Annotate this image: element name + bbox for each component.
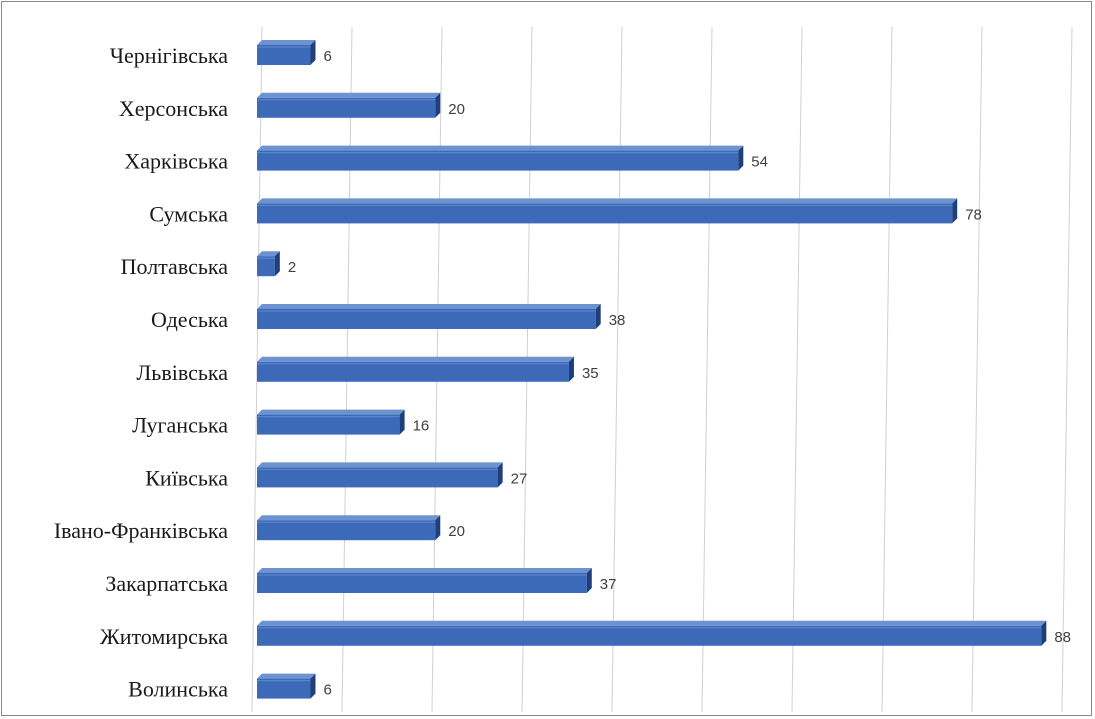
bar-front-face <box>257 414 400 435</box>
bar-side-face <box>310 40 316 65</box>
gridlines <box>251 26 1073 713</box>
gridline <box>611 26 623 713</box>
bar-side-face <box>435 515 441 541</box>
bars <box>257 40 1047 699</box>
bar-side-face <box>274 251 280 277</box>
bar-side-face <box>435 92 441 118</box>
bar-top-face <box>257 673 316 679</box>
bar-side-face <box>595 304 601 329</box>
bar-top-face <box>257 92 441 98</box>
bar-side-face <box>1041 620 1047 646</box>
bar-side-face <box>399 409 405 435</box>
data-label: 27 <box>511 470 528 487</box>
bar <box>257 304 601 329</box>
bar <box>257 356 574 382</box>
data-label: 20 <box>448 101 465 118</box>
bar-top-face <box>257 515 441 521</box>
bar-top-face <box>257 251 280 257</box>
bar-top-face <box>257 356 574 362</box>
category-label: Луганська <box>132 413 228 438</box>
data-label: 78 <box>965 206 982 223</box>
bar <box>257 462 503 488</box>
bar-front-face <box>257 45 311 65</box>
gridline <box>971 26 983 713</box>
category-label: Закарпатська <box>105 571 228 596</box>
data-label: 2 <box>288 259 296 276</box>
bar-front-face <box>257 150 739 171</box>
bar-front-face <box>257 678 311 699</box>
gridline <box>1061 26 1073 713</box>
data-label: 38 <box>609 312 626 329</box>
bar-top-face <box>257 568 592 573</box>
gridline <box>791 26 803 713</box>
bar-side-face <box>738 145 744 171</box>
bar-front-face <box>257 203 953 224</box>
bar-top-face <box>257 462 503 468</box>
category-label: Чернігівська <box>110 43 228 68</box>
gridline <box>701 26 713 713</box>
value-labels: 6 20 54 78 2 38 35 16 27 20 37 88 6 <box>288 48 1071 699</box>
bar-side-face <box>586 568 592 593</box>
category-label: Харківська <box>124 149 228 174</box>
bar-side-face <box>952 198 958 224</box>
bar <box>257 515 441 541</box>
category-label: Івано-Франківська <box>54 518 228 543</box>
bar <box>257 198 958 224</box>
bar-top-face <box>257 145 744 151</box>
data-label: 20 <box>448 523 465 540</box>
bar <box>257 251 280 277</box>
bar <box>257 40 316 65</box>
data-label: 37 <box>600 576 617 593</box>
bar-top-face <box>257 304 601 309</box>
category-label: Полтавська <box>121 254 229 279</box>
bar <box>257 568 592 593</box>
data-label: 6 <box>323 682 331 699</box>
bar-side-face <box>568 356 574 382</box>
bar-top-face <box>257 198 958 204</box>
bar-side-face <box>497 462 503 488</box>
bar <box>257 145 744 171</box>
bar-side-face <box>310 673 316 699</box>
category-label: Львівська <box>136 360 228 385</box>
data-label: 54 <box>751 154 768 171</box>
bar-front-face <box>257 520 436 541</box>
data-label: 35 <box>582 365 599 382</box>
gridline <box>881 26 893 713</box>
category-label: Сумська <box>149 201 228 226</box>
category-label: Херсонська <box>119 96 228 121</box>
bar-front-face <box>257 625 1042 646</box>
bar-top-face <box>257 40 316 45</box>
category-labels: Чернігівська Херсонська Харківська Сумська П… <box>54 43 228 702</box>
category-label: Одеська <box>151 307 228 332</box>
bar <box>257 92 441 118</box>
bar-top-face <box>257 409 405 415</box>
data-label: 6 <box>323 48 331 65</box>
bar-top-face <box>257 620 1047 626</box>
bar <box>257 409 405 435</box>
bar-front-face <box>257 309 596 329</box>
category-label: Волинська <box>128 677 228 702</box>
data-label: 88 <box>1054 629 1071 646</box>
bar-front-face <box>257 97 436 118</box>
bar-front-face <box>257 467 498 488</box>
bar-front-face <box>257 256 275 277</box>
category-label: Житомирська <box>100 624 228 649</box>
data-label: 16 <box>413 418 430 435</box>
bar-front-face <box>257 361 569 382</box>
category-label: Київська <box>145 465 228 490</box>
bar-front-face <box>257 573 587 593</box>
bar <box>257 620 1047 646</box>
bar <box>257 673 316 699</box>
